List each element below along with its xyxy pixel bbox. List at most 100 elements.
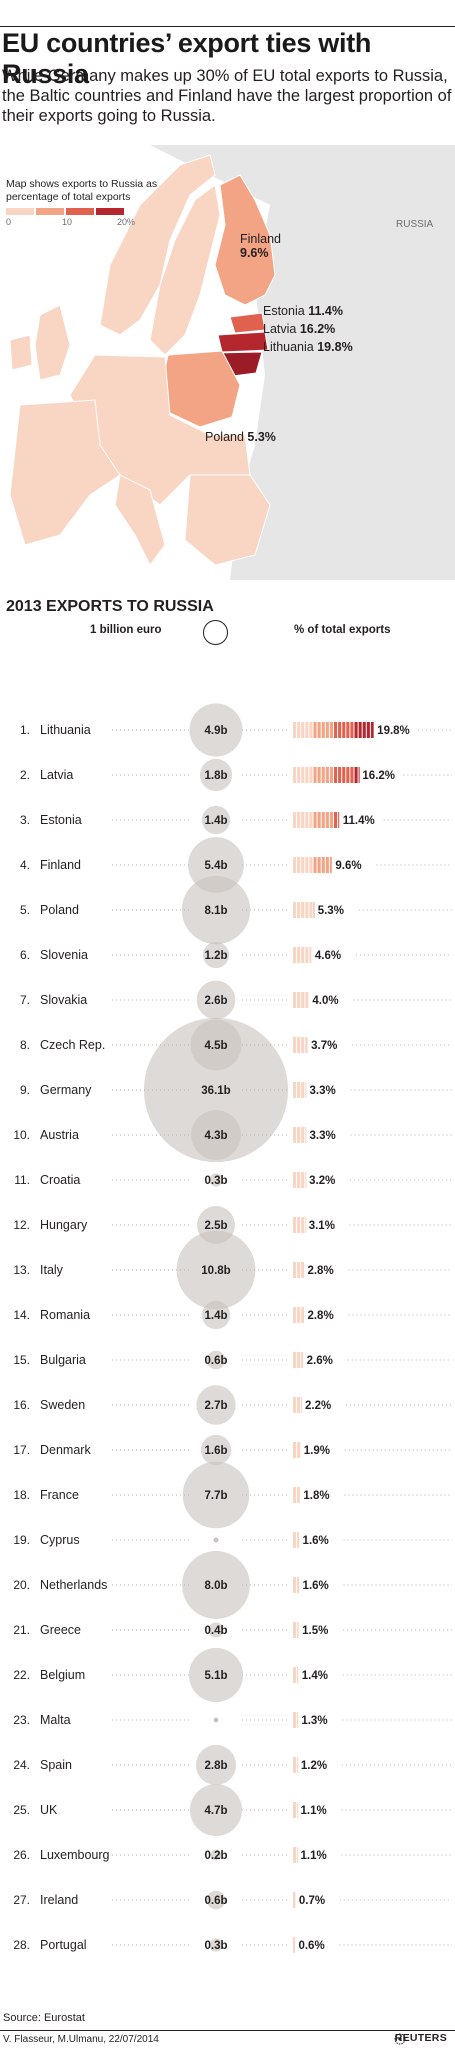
pct-seg-1-13 [342, 722, 346, 738]
pct-seg-2-4 [305, 767, 309, 783]
value-label-22: 5.1b [204, 1670, 227, 1682]
pct-seg-12-3 [301, 1217, 305, 1233]
pct-label-12: 3.1% [309, 1220, 335, 1232]
pct-seg-17-part [297, 1442, 301, 1458]
pct-seg-23-part [297, 1712, 299, 1728]
value-label-14: 1.4b [204, 1310, 227, 1322]
country-11: Croatia [40, 1173, 80, 1187]
pct-bar-26 [293, 1847, 299, 1863]
pct-label-bg-2 [360, 767, 401, 783]
rank-8: 8. [20, 1038, 30, 1052]
pct-bar-20 [293, 1577, 300, 1593]
rank-4: 4. [20, 858, 30, 872]
value-label-15: 0.6b [204, 1355, 227, 1367]
bubble-layer [143, 703, 289, 1952]
pct-bar-7 [293, 992, 309, 1008]
pct-bar-14 [293, 1307, 304, 1323]
bubble-26 [210, 1849, 222, 1861]
country-13: Italy [40, 1263, 64, 1277]
norway-shape [99, 154, 216, 336]
pct-seg-5-3 [301, 902, 305, 918]
rank-16: 16. [13, 1398, 30, 1412]
pct-seg-4-9 [325, 857, 329, 873]
pct-seg-3-5 [309, 812, 313, 828]
rank-20: 20. [13, 1578, 30, 1592]
rank-17: 17. [13, 1443, 30, 1457]
rank-24: 24. [13, 1758, 30, 1772]
value-label-11: 0.3b [204, 1175, 227, 1187]
pct-label-14: 2.8% [307, 1310, 333, 1322]
value-label-6: 1.2b [204, 950, 227, 962]
pct-seg-13-2 [297, 1262, 301, 1278]
column-header-percent: % of total exports [294, 624, 391, 636]
pct-seg-12-1 [293, 1217, 297, 1233]
pct-seg-6-2 [297, 947, 301, 963]
pct-seg-3-4 [305, 812, 309, 828]
pct-seg-21-1 [293, 1622, 297, 1638]
pct-label-21: 1.5% [302, 1625, 328, 1637]
reuters-logo-icon [394, 2033, 406, 2045]
pct-bar-17 [293, 1442, 301, 1458]
pct-seg-1-9 [325, 722, 329, 738]
pct-seg-8-1 [293, 1037, 297, 1053]
bubble-13 [176, 1230, 256, 1310]
pct-label-bg-6 [312, 947, 353, 963]
pct-seg-8-3 [301, 1037, 305, 1053]
pct-seg-3-3 [301, 812, 305, 828]
pct-label-bg-28 [296, 1937, 337, 1953]
pct-seg-4-7 [317, 857, 321, 873]
value-label-13: 10.8b [201, 1265, 230, 1277]
source-note: Source: Eurostat [3, 2012, 85, 2024]
value-label-1: 4.9b [204, 725, 227, 737]
pct-seg-4-6 [313, 857, 317, 873]
value-label-8: 4.5b [204, 1040, 227, 1052]
country-21: Greece [40, 1623, 81, 1637]
value-label-4: 5.4b [204, 860, 227, 872]
pct-label-3: 11.4% [343, 815, 375, 827]
pct-seg-4-8 [321, 857, 325, 873]
pct-bar-5 [293, 902, 315, 918]
russia-label: RUSSIA [396, 219, 434, 230]
country-14: Romania [40, 1308, 90, 1322]
value-label-27: 0.6b [204, 1895, 227, 1907]
pct-bar-11 [293, 1172, 307, 1188]
pct-seg-4-part [329, 857, 332, 873]
pct-label-bg-7 [310, 992, 351, 1008]
pct-seg-4-2 [297, 857, 301, 873]
pct-seg-20-1 [293, 1577, 297, 1593]
pct-bar-13 [293, 1262, 304, 1278]
brand-name: REUTERS [394, 2032, 447, 2044]
pct-label-bg-15 [304, 1352, 345, 1368]
italy-shape [114, 474, 166, 566]
country-16: Sweden [40, 1398, 85, 1412]
pct-seg-20-part [297, 1577, 300, 1593]
pct-label-bg-1 [375, 722, 416, 738]
pct-label-bg-13 [305, 1262, 346, 1278]
pct-label-bg-5 [315, 902, 356, 918]
value-label-12: 2.5b [204, 1220, 227, 1232]
pct-label-bg-26 [298, 1847, 339, 1863]
rank-25: 25. [13, 1803, 30, 1817]
pct-label-bg-20 [300, 1577, 341, 1593]
rank-15: 15. [13, 1353, 30, 1367]
pct-seg-7-1 [293, 992, 297, 1008]
rank-2: 2. [20, 768, 30, 782]
value-label-28: 0.3b [204, 1940, 227, 1952]
subtitle: While Germany makes up 30% of EU total e… [2, 67, 452, 125]
pct-bar-27 [293, 1892, 296, 1908]
bubble-24 [195, 1744, 237, 1786]
rank-19: 19. [13, 1533, 30, 1547]
country-9: Germany [40, 1083, 92, 1097]
country-24: Spain [40, 1758, 72, 1772]
pct-seg-6-1 [293, 947, 297, 963]
pct-seg-11-2 [297, 1172, 301, 1188]
pct-bar-9 [293, 1082, 307, 1098]
pct-seg-2-15 [350, 767, 354, 783]
chart-title: 2013 EXPORTS TO RUSSIA [6, 598, 214, 615]
pct-seg-1-11 [334, 722, 338, 738]
pct-label-bg-3 [340, 812, 381, 828]
pct-seg-2-5 [309, 767, 313, 783]
pct-bar-23 [293, 1712, 299, 1728]
value-label-2: 1.8b [204, 770, 227, 782]
rank-27: 27. [13, 1893, 30, 1907]
